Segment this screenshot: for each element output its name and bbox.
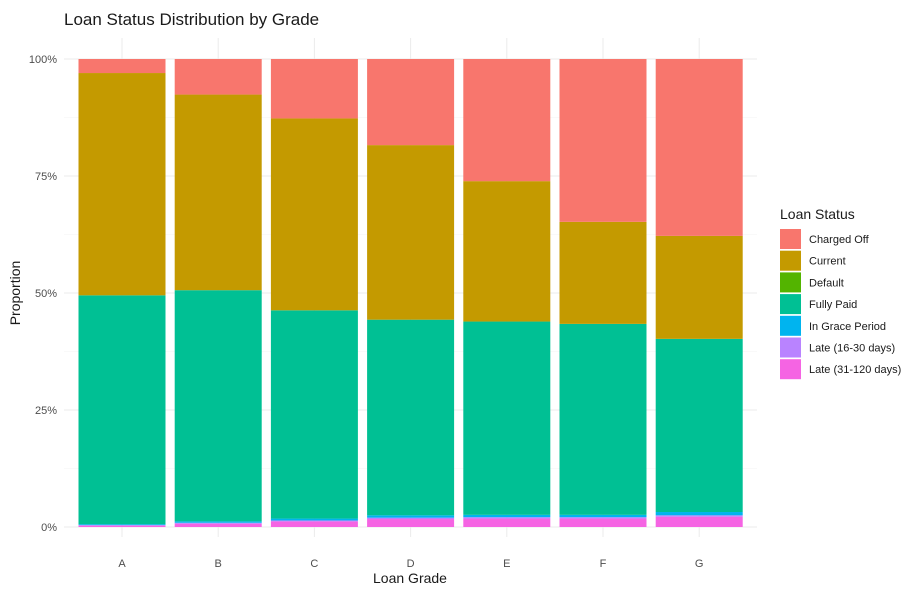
y-axis-ticks: 0% 25% 50% 75% 100% — [29, 54, 57, 534]
bar-segment-B-late-16-30-days — [174, 522, 262, 524]
y-tick-label: 0% — [41, 522, 57, 534]
bar-segment-B-fully-paid — [174, 290, 262, 522]
bar-segment-D-in-grace-period — [367, 515, 455, 518]
legend-swatch — [780, 337, 801, 358]
x-tick-label: C — [310, 558, 318, 570]
bar-segment-E-late-31-120-days — [463, 518, 551, 527]
bar-segment-A-charged-off — [78, 59, 166, 74]
bar-segment-C-current — [270, 118, 358, 311]
bar-segment-B-current — [174, 94, 262, 291]
bar-segment-D-late-31-120-days — [367, 519, 455, 527]
bar-segment-C-fully-paid — [270, 310, 358, 519]
bar-segment-F-late-16-30-days — [559, 517, 647, 519]
bar-segment-G-current — [655, 235, 743, 339]
x-tick-label: G — [695, 558, 704, 570]
bar-segment-B-late-31-120-days — [174, 523, 262, 527]
bar-segment-G-late-16-30-days — [655, 515, 743, 517]
bar-segment-C-charged-off — [270, 59, 358, 119]
legend-swatch — [780, 294, 801, 315]
y-tick-label: 25% — [35, 405, 57, 417]
legend-swatch — [780, 229, 801, 249]
legend-swatch — [780, 315, 801, 336]
bar-segment-D-late-16-30-days — [367, 517, 455, 520]
bar-segment-D-charged-off — [367, 59, 455, 146]
bar-segment-B-charged-off — [174, 59, 262, 95]
legend-swatch — [780, 272, 801, 293]
legend-label: Late (31-120 days) — [809, 364, 901, 376]
bar-segment-E-in-grace-period — [463, 514, 551, 518]
bar-segment-A-late-31-120-days — [78, 525, 166, 527]
chart-title: Loan Status Distribution by Grade — [64, 10, 319, 29]
bar-segment-F-late-31-120-days — [559, 518, 647, 527]
bar-segment-D-fully-paid — [367, 319, 455, 516]
legend-swatch — [780, 250, 801, 271]
x-axis-title: Loan Grade — [373, 570, 447, 586]
legend: Loan Status Charged Off Current Default Ful… — [780, 206, 901, 380]
legend-swatch — [780, 359, 801, 380]
bar-segment-G-late-31-120-days — [655, 516, 743, 527]
bar-segment-E-fully-paid — [463, 321, 551, 515]
legend-label: Default — [809, 277, 844, 289]
bars — [78, 59, 743, 527]
x-tick-label: E — [503, 558, 510, 570]
bar-segment-G-in-grace-period — [655, 512, 743, 516]
bar-segment-E-charged-off — [463, 59, 551, 182]
bar-segment-G-fully-paid — [655, 338, 743, 513]
bar-segment-A-fully-paid — [78, 295, 166, 525]
bar-segment-B-in-grace-period — [174, 521, 262, 523]
bar-segment-F-charged-off — [559, 59, 647, 222]
legend-label: Late (16-30 days) — [809, 343, 895, 355]
legend-label: Current — [809, 256, 846, 268]
bar-segment-D-current — [367, 145, 455, 320]
x-tick-label: D — [407, 558, 415, 570]
legend-label: Fully Paid — [809, 299, 857, 311]
y-tick-label: 50% — [35, 288, 57, 300]
legend-label: In Grace Period — [809, 321, 886, 333]
bar-segment-F-in-grace-period — [559, 514, 647, 518]
x-tick-label: F — [600, 558, 607, 570]
bar-segment-A-in-grace-period — [78, 524, 166, 526]
bar-segment-C-late-31-120-days — [270, 521, 358, 527]
bar-segment-A-current — [78, 73, 166, 296]
legend-title: Loan Status — [780, 206, 855, 222]
y-tick-label: 100% — [29, 54, 57, 66]
bar-segment-F-current — [559, 221, 647, 324]
y-axis-title: Proportion — [7, 261, 23, 326]
bar-segment-E-current — [463, 181, 551, 322]
bar-segment-C-in-grace-period — [270, 518, 358, 521]
x-tick-label: B — [215, 558, 222, 570]
bar-segment-E-late-16-30-days — [463, 517, 551, 519]
x-tick-label: A — [118, 558, 126, 570]
y-tick-label: 75% — [35, 171, 57, 183]
bar-segment-G-charged-off — [655, 59, 743, 236]
x-axis-ticks: A B C D E F G — [118, 558, 703, 570]
bar-segment-F-fully-paid — [559, 323, 647, 515]
legend-label: Charged Off — [809, 234, 870, 246]
bar-segment-C-late-16-30-days — [270, 520, 358, 522]
